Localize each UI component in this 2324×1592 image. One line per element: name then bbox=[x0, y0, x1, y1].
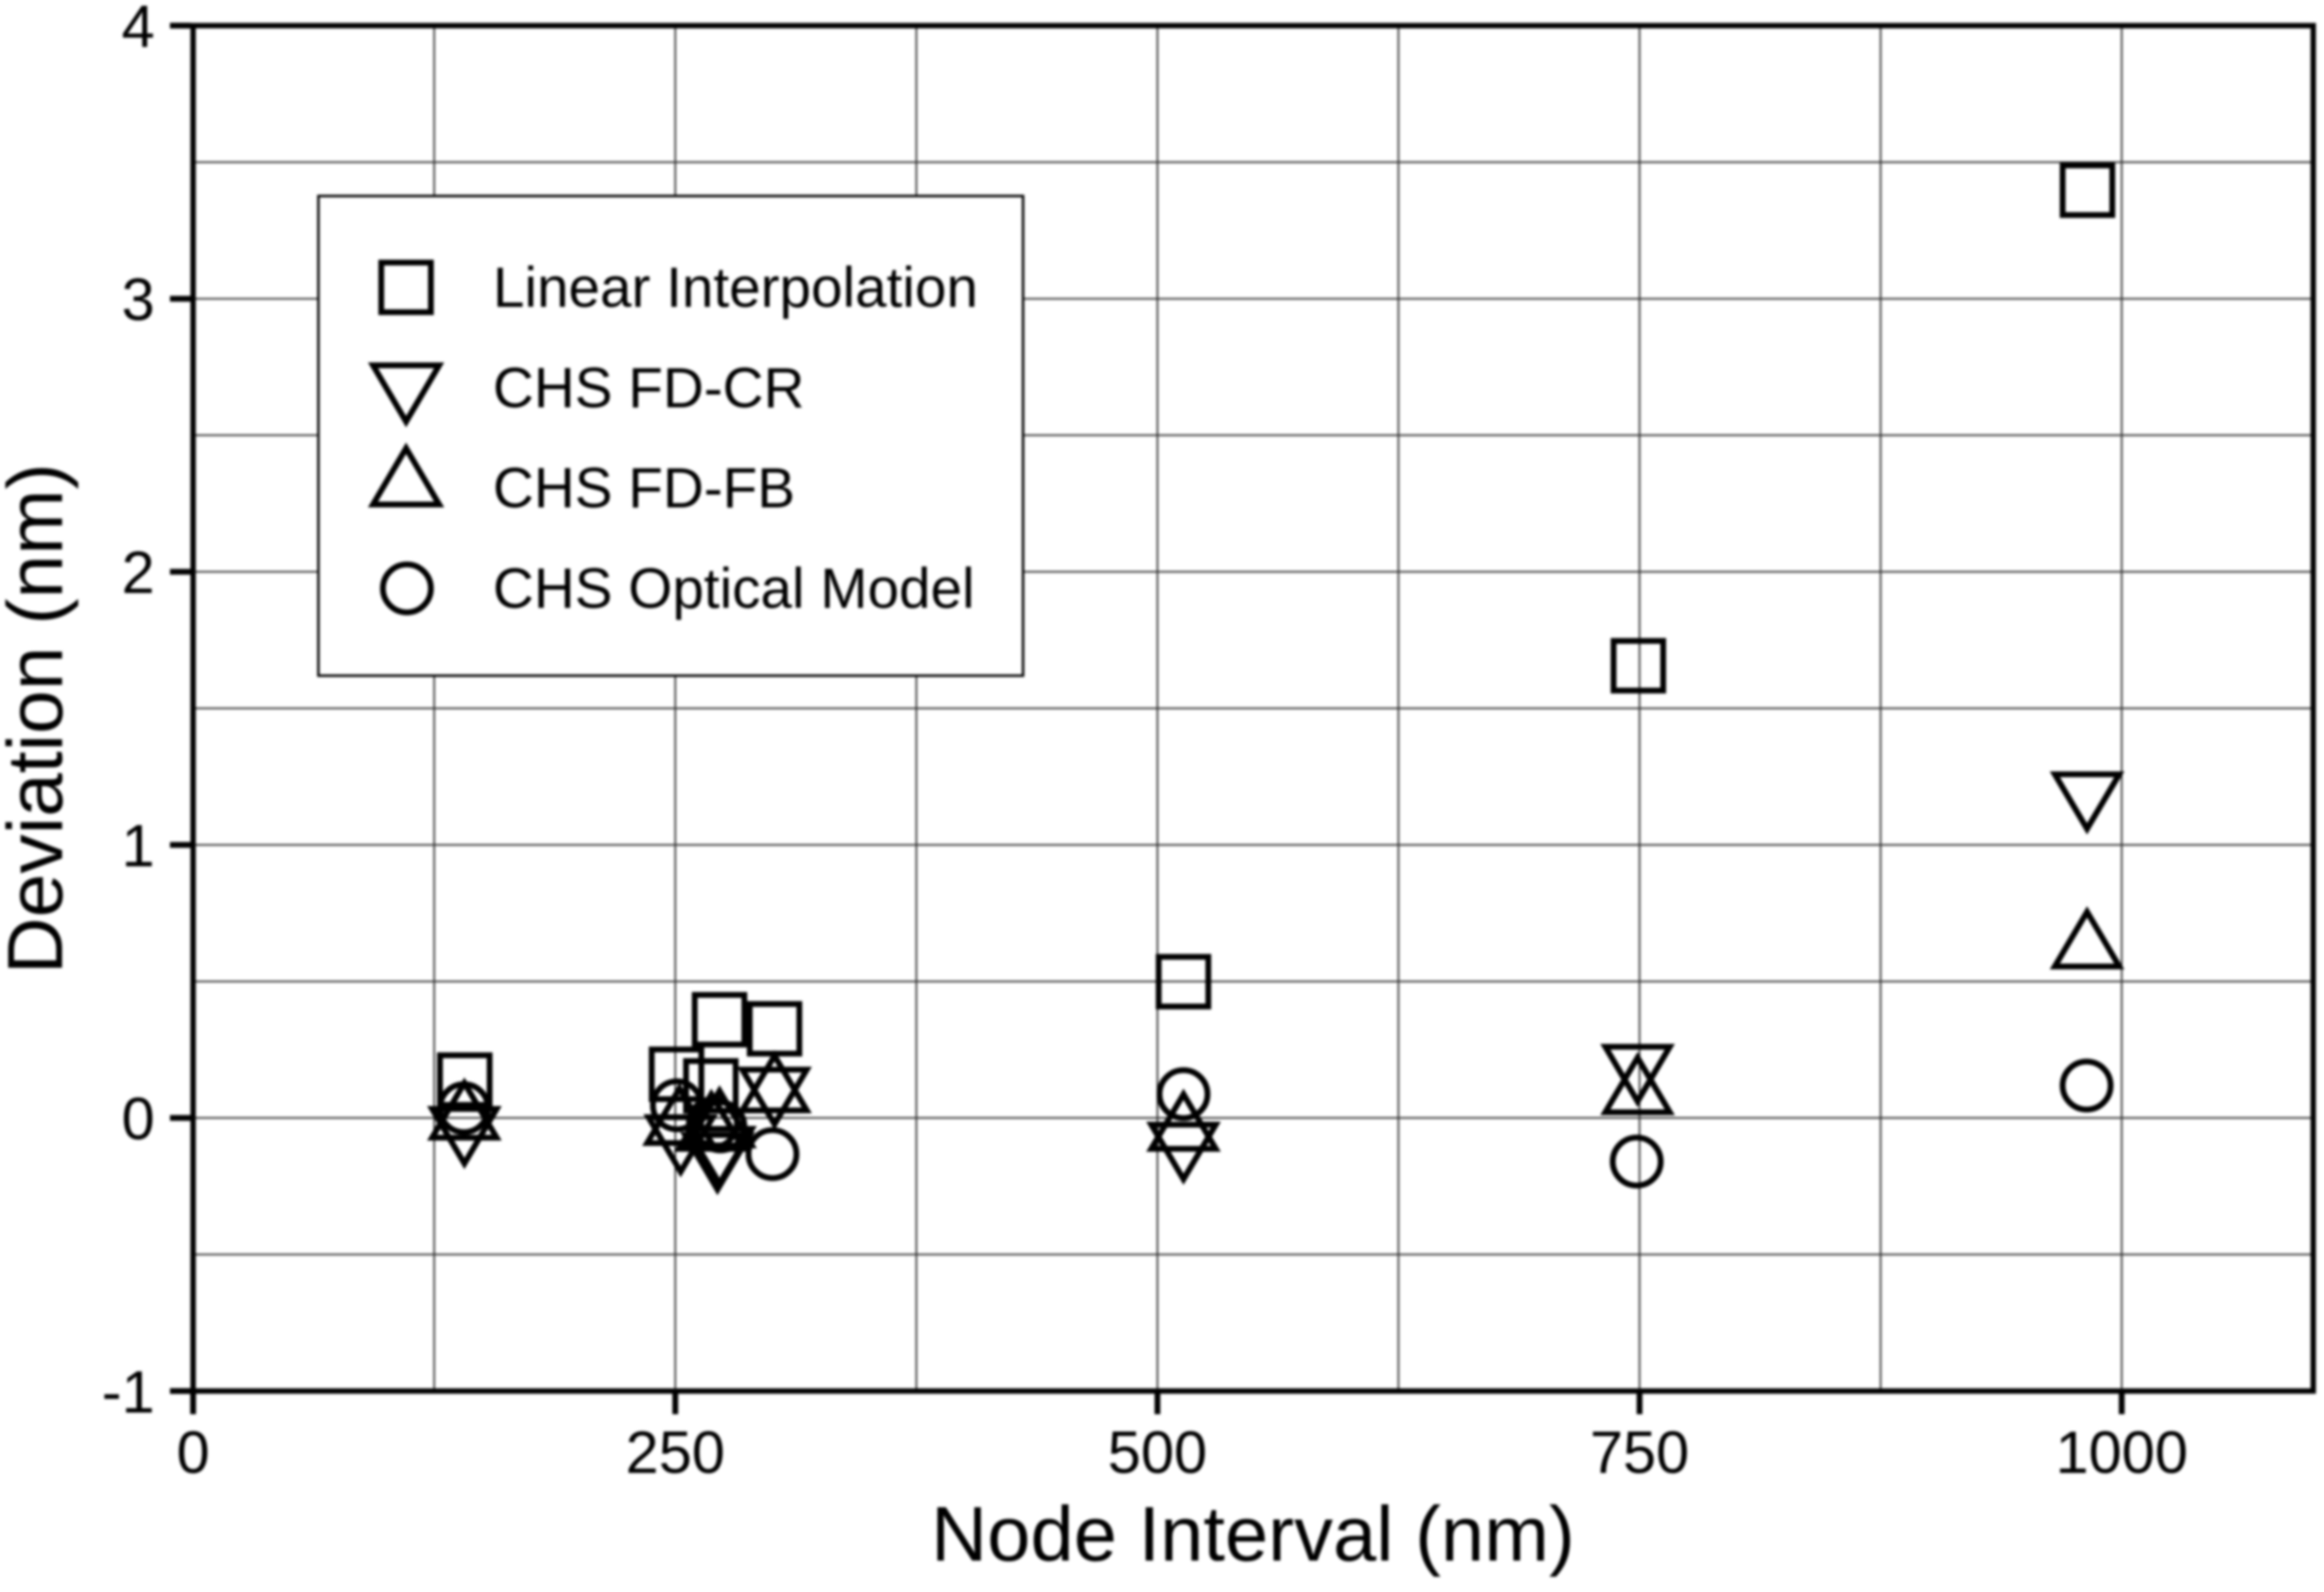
svg-text:3: 3 bbox=[122, 267, 155, 333]
svg-text:4: 4 bbox=[122, 0, 155, 60]
svg-text:CHS FD-FB: CHS FD-FB bbox=[493, 457, 795, 520]
svg-text:500: 500 bbox=[1107, 1420, 1207, 1486]
svg-text:1000: 1000 bbox=[2055, 1420, 2188, 1486]
svg-text:750: 750 bbox=[1590, 1420, 1689, 1486]
svg-text:0: 0 bbox=[176, 1420, 209, 1486]
svg-text:1: 1 bbox=[122, 813, 155, 879]
svg-text:Node Interval (nm): Node Interval (nm) bbox=[931, 1490, 1575, 1577]
svg-text:-1: -1 bbox=[102, 1360, 155, 1426]
svg-text:Deviation (nm): Deviation (nm) bbox=[0, 463, 79, 974]
svg-text:0: 0 bbox=[122, 1087, 155, 1153]
svg-text:250: 250 bbox=[625, 1420, 724, 1486]
svg-text:Linear Interpolation: Linear Interpolation bbox=[493, 256, 978, 319]
svg-text:CHS Optical Model: CHS Optical Model bbox=[493, 557, 974, 620]
svg-text:2: 2 bbox=[122, 540, 155, 606]
svg-text:CHS FD-CR: CHS FD-CR bbox=[493, 356, 805, 419]
